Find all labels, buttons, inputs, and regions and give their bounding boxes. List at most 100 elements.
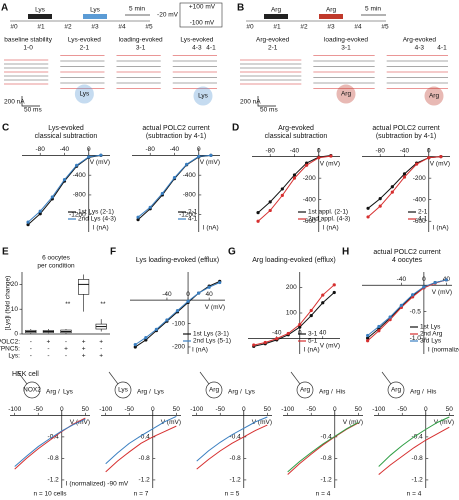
data-point [399,303,403,307]
x-tick-label: -40 [162,291,172,298]
legend-label: Lys [63,389,74,396]
x-tick-label: 50 [82,406,90,413]
data-point [402,175,407,179]
y-tick-label: -400 [413,196,426,203]
cell-icon [387,381,405,399]
x-axis-label: V (mV) [161,419,181,426]
legend-label: 1st Lys [420,324,441,331]
trace-title: Arg-evoked [403,37,437,44]
row-mark: - [65,339,67,346]
legend-label: Lys [245,389,256,396]
x-tick-label: -40 [170,146,180,153]
protocol-label: -20 mV [157,12,179,19]
pulse-label: Arg [271,7,282,14]
x-axis-label: V (mV) [430,160,450,167]
legend-separator: / [240,389,242,396]
y-axis-label: I (nA) [203,225,219,232]
x-tick-label: -50 [125,406,135,413]
pulse [264,14,288,19]
trace-title: baseline stability [4,37,52,44]
x-tick-label: 50 [355,406,363,413]
annotation: ** [100,301,106,308]
legend-label: Arg [319,389,330,396]
y-tick-label: 200 [286,284,297,291]
data-point [50,195,54,199]
row-mark: + [82,353,86,360]
trace-title: loading-evoked [119,37,163,44]
legend-label: Arg [46,389,57,396]
legend-separator: / [149,389,151,396]
pipette [290,371,301,385]
series-line [287,421,359,473]
y-tick-label: 20 [11,281,19,288]
data-point [133,343,137,347]
trace-code: 1-0 [23,45,33,52]
data-point [377,324,381,329]
chart-title: actual POLC2 current [372,125,439,132]
x-tick-label: -100 [99,406,112,413]
transporter-icon [74,84,94,104]
chart-title: Arg loading-evoked (efflux) [252,257,336,264]
x-axis-label: V (mV) [432,289,452,296]
row-mark: - [47,353,49,360]
row-mark: - [30,346,32,353]
x-axis-label: V (mV) [320,160,340,167]
data-point [298,325,302,329]
x-axis-label: V (mV) [320,342,340,349]
chart-subtitle: classical subtraction [265,133,328,140]
data-point [366,333,370,338]
cell-icon-label: Arg [209,387,220,394]
y-tick-label: -400 [183,172,196,179]
legend-label: 4-1 [188,216,198,223]
y-tick-label: -600 [413,218,426,225]
panel-label: C [2,123,9,134]
y-tick-label: -1.2 [230,477,242,484]
data-point [366,206,370,210]
data-point [99,153,103,157]
x-tick-label: -80 [146,146,156,153]
trace-code: 2-1 [80,45,90,52]
data-point [165,318,169,322]
x-tick-label: -100 [8,406,21,413]
data-point [38,212,42,216]
legend-label: 1st Lys (3-1) [193,331,229,338]
data-point [415,162,419,166]
chart-title: actual POLC2 current [142,125,209,132]
x-tick-label: 0 [424,406,428,413]
row-mark: - [100,346,102,353]
series-line [367,279,447,342]
panel-label: A [1,3,8,14]
step: #4 [118,24,126,31]
data-point [197,291,201,295]
y-axis-label: I (normalized to 1st appl. -90 mV) [428,347,459,354]
x-tick-label: 0 [151,406,155,413]
x-tick-label: 0 [298,329,302,336]
data-point [298,322,302,327]
data-point [38,209,42,213]
note: per condition [37,263,75,270]
y-tick-label: -0.4 [321,434,333,441]
row-mark: - [30,353,32,360]
chart-subtitle: (subtraction by 4-1) [376,133,436,140]
x-tick-label: -40 [60,146,70,153]
cell-icon [114,381,132,399]
x-tick-label: -40 [290,147,300,154]
note: n = 7 [134,491,149,498]
data-point [197,154,201,158]
legend-label: 2-1 [418,209,428,216]
trace-title: Lys-evoked [68,37,101,44]
legend-label: Arg [410,389,421,396]
x-tick-label: -100 [372,406,385,413]
data-point [366,339,370,343]
legend-label: 4-1 [418,216,428,223]
data-point [136,215,140,219]
x-tick-label: -100 [190,406,203,413]
y-axis-label: I (nA) [192,347,208,354]
row-mark: + [82,346,86,353]
pulse [83,14,107,19]
y-tick-label: -0.4 [139,434,151,441]
trace-code: 2-1 [268,45,278,52]
pipette [199,371,210,385]
note: 6 oocytes [42,255,71,262]
y-tick-label: -600 [303,218,316,225]
